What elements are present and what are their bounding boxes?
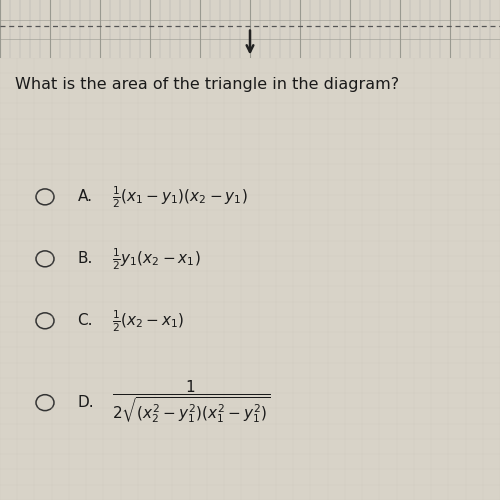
- Text: $\frac{1}{2}(x_2 - x_1)$: $\frac{1}{2}(x_2 - x_1)$: [112, 308, 185, 334]
- Text: $\dfrac{1}{2\sqrt{(x_2^2 - y_1^2)(x_1^2 - y_1^2)}}$: $\dfrac{1}{2\sqrt{(x_2^2 - y_1^2)(x_1^2 …: [112, 379, 270, 426]
- Text: $\frac{1}{2}y_1(x_2 - x_1)$: $\frac{1}{2}y_1(x_2 - x_1)$: [112, 246, 201, 272]
- Text: A.: A.: [78, 190, 92, 204]
- Text: What is the area of the triangle in the diagram?: What is the area of the triangle in the …: [15, 78, 399, 92]
- Text: C.: C.: [78, 314, 93, 328]
- Text: $\frac{1}{2}(x_1 - y_1)(x_2-y_1)$: $\frac{1}{2}(x_1 - y_1)(x_2-y_1)$: [112, 184, 248, 210]
- Text: B.: B.: [78, 252, 93, 266]
- Text: D.: D.: [78, 395, 94, 410]
